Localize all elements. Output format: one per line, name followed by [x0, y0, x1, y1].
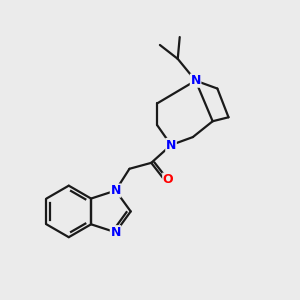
Text: N: N	[190, 74, 201, 87]
Text: N: N	[110, 184, 121, 197]
Text: O: O	[163, 173, 173, 186]
Text: N: N	[166, 139, 176, 152]
Text: N: N	[110, 226, 121, 239]
